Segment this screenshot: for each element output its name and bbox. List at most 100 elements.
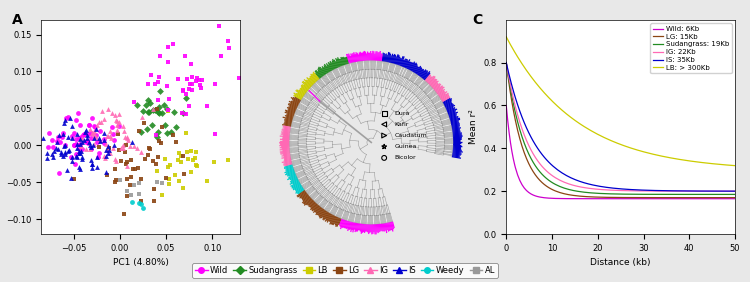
Point	[119, 150, 131, 154]
Point	[111, 119, 123, 123]
LG: 15Kb: (0.41, 0.732): 15Kb: (0.41, 0.732)	[504, 76, 513, 79]
Point	[119, 161, 131, 166]
Point	[177, 111, 189, 115]
Point	[184, 170, 196, 175]
Point	[74, 123, 86, 127]
Point	[180, 112, 192, 116]
IG: 22Kb: (0.718, 0.716): 22Kb: (0.718, 0.716)	[505, 79, 514, 82]
Point	[161, 131, 173, 136]
Point	[182, 149, 194, 154]
Point	[163, 108, 175, 112]
Point	[91, 140, 103, 144]
Point	[209, 81, 221, 86]
Point	[151, 180, 163, 184]
Point	[74, 135, 86, 139]
Point	[51, 139, 63, 143]
Point	[110, 158, 122, 163]
Point	[82, 132, 94, 136]
Point	[150, 133, 162, 137]
Legend: Wild: 6Kb, LG: 15Kb, Sudangrass: 19Kb, IG: 22Kb, IS: 35Kb, LB: > 300Kb: Wild: 6Kb, LG: 15Kb, Sudangrass: 19Kb, I…	[650, 23, 731, 73]
Point	[142, 152, 154, 157]
Point	[98, 138, 109, 143]
Point	[57, 131, 69, 136]
Point	[182, 77, 194, 81]
Point	[65, 176, 77, 180]
IS: 35Kb: (0.41, 0.762): 35Kb: (0.41, 0.762)	[504, 69, 513, 72]
Point	[176, 154, 188, 158]
Point	[190, 163, 202, 167]
Point	[74, 136, 86, 141]
Point	[102, 107, 114, 112]
Point	[378, 133, 390, 138]
IS: 35Kb: (16.1, 0.246): 35Kb: (16.1, 0.246)	[575, 180, 584, 183]
Point	[145, 146, 157, 151]
Point	[74, 151, 86, 155]
IG: 22Kb: (49, 0.2): 22Kb: (49, 0.2)	[726, 190, 735, 193]
Point	[117, 146, 129, 150]
Point	[209, 160, 220, 164]
Point	[110, 118, 122, 122]
Point	[103, 147, 115, 152]
Point	[112, 120, 125, 125]
Point	[41, 151, 53, 155]
IG: 22Kb: (50, 0.2): 22Kb: (50, 0.2)	[730, 190, 740, 193]
Point	[94, 137, 106, 142]
Point	[154, 74, 166, 79]
Point	[75, 149, 87, 153]
Point	[94, 139, 106, 143]
IS: 35Kb: (0.718, 0.735): 35Kb: (0.718, 0.735)	[505, 75, 514, 78]
Point	[141, 127, 153, 131]
Point	[76, 157, 88, 161]
Point	[131, 103, 143, 107]
Point	[40, 156, 53, 161]
Point	[131, 146, 143, 151]
Point	[158, 103, 170, 108]
Point	[137, 206, 149, 210]
Point	[44, 131, 55, 135]
IG: 22Kb: (0.41, 0.75): 22Kb: (0.41, 0.75)	[504, 72, 513, 75]
Point	[101, 173, 113, 177]
Point	[76, 155, 88, 159]
Sudangrass: 19Kb: (0.41, 0.742): 19Kb: (0.41, 0.742)	[504, 73, 513, 77]
Point	[378, 122, 390, 127]
Point	[196, 78, 208, 82]
Point	[145, 72, 157, 77]
Point	[151, 135, 163, 140]
Point	[76, 147, 88, 151]
Point	[80, 140, 92, 144]
Point	[100, 142, 112, 146]
Point	[60, 115, 72, 120]
IS: 35Kb: (50, 0.2): 35Kb: (50, 0.2)	[730, 190, 740, 193]
Point	[104, 129, 116, 133]
Point	[91, 123, 103, 127]
LG: 15Kb: (0, 0.8): 15Kb: (0, 0.8)	[502, 61, 511, 64]
Point	[160, 176, 172, 180]
Point	[162, 45, 174, 49]
IG: 22Kb: (0.256, 0.769): 22Kb: (0.256, 0.769)	[503, 68, 512, 71]
Point	[142, 82, 154, 87]
Point	[70, 142, 82, 146]
Point	[170, 173, 182, 177]
Point	[74, 167, 86, 172]
Line: Sudangrass: 19Kb: Sudangrass: 19Kb	[506, 63, 735, 194]
Point	[46, 152, 58, 156]
Point	[120, 142, 132, 147]
Point	[111, 123, 123, 127]
Point	[101, 148, 113, 152]
Point	[76, 132, 88, 137]
Point	[58, 153, 70, 158]
Point	[180, 96, 192, 101]
Point	[156, 111, 168, 116]
Point	[102, 134, 114, 139]
Point	[148, 187, 160, 191]
Point	[64, 116, 76, 120]
Point	[148, 82, 160, 87]
Point	[80, 147, 92, 151]
Sudangrass: 19Kb: (0.718, 0.703): 19Kb: (0.718, 0.703)	[505, 82, 514, 85]
Point	[215, 54, 227, 59]
Point	[178, 171, 190, 176]
Point	[222, 158, 234, 162]
Point	[122, 135, 134, 139]
Point	[237, 80, 249, 84]
Point	[170, 124, 182, 129]
